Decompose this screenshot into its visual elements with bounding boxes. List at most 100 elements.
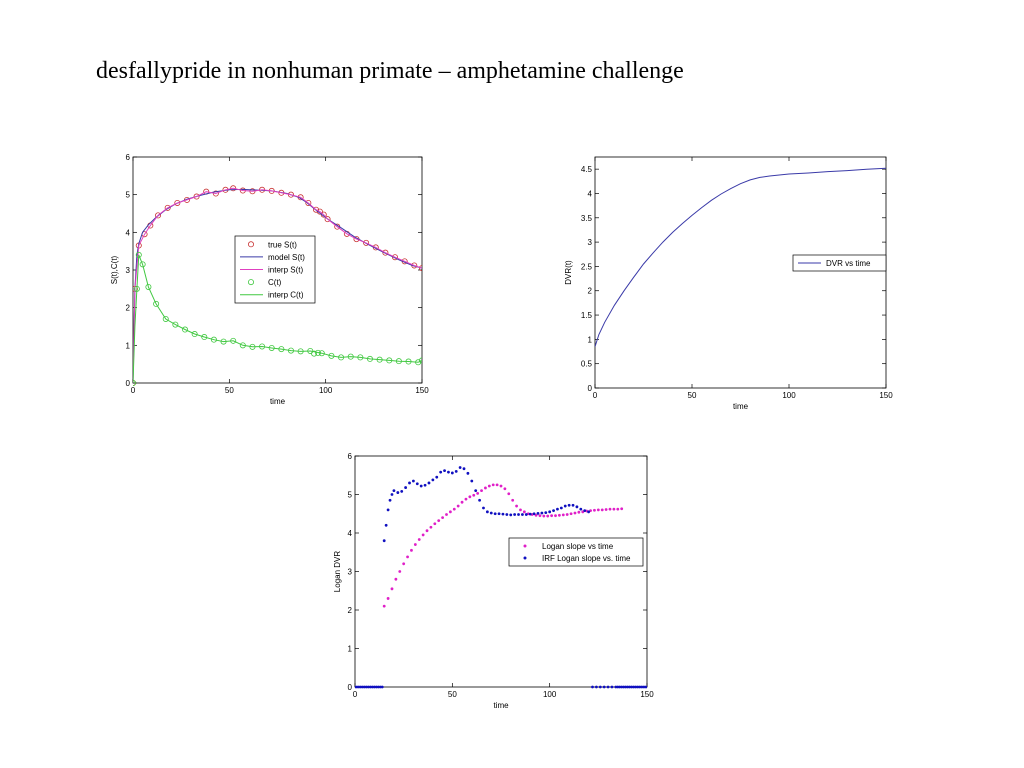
data-point: [390, 587, 394, 591]
data-point: [447, 470, 450, 474]
series-line: [595, 167, 886, 347]
data-point: [363, 239, 370, 246]
data-point: [191, 331, 198, 338]
data-point: [359, 685, 363, 689]
legend-label: Logan slope vs time: [542, 542, 614, 551]
x-tick-label: 50: [448, 690, 457, 699]
legend-swatch: [247, 279, 254, 286]
data-point: [380, 685, 384, 689]
x-tick-label: 150: [879, 391, 893, 400]
data-point: [392, 489, 396, 493]
data-point: [408, 481, 411, 485]
data-point: [593, 508, 596, 512]
y-tick-label: 6: [348, 452, 353, 461]
x-tick-label: 0: [353, 690, 358, 699]
data-point: [464, 497, 468, 501]
data-point: [367, 685, 371, 689]
data-point: [419, 265, 422, 272]
data-point: [398, 570, 402, 573]
data-point: [153, 300, 160, 307]
legend: true S(t) model S(t) interp S(t) C(t) interp…: [234, 235, 316, 304]
data-point: [435, 475, 439, 479]
data-point: [639, 685, 643, 689]
data-point: [363, 685, 367, 689]
data-point: [201, 334, 208, 341]
data-point: [419, 357, 422, 364]
x-tick-label: 100: [782, 391, 796, 400]
data-point: [474, 489, 478, 493]
plot-area: [595, 167, 886, 347]
y-tick-label: 1: [588, 335, 593, 344]
y-tick-label: 3: [126, 266, 131, 275]
data-point: [376, 685, 380, 689]
y-tick-label: 0.5: [581, 360, 593, 369]
data-point: [462, 467, 466, 471]
data-point: [491, 483, 495, 487]
data-point: [511, 498, 515, 502]
y-tick-label: 4: [126, 228, 131, 237]
data-point: [431, 478, 435, 482]
data-point: [579, 507, 583, 511]
data-point: [637, 685, 641, 689]
y-tick-label: 5: [126, 191, 131, 200]
y-tick-label: 4.5: [581, 165, 593, 174]
data-point: [230, 185, 237, 192]
data-point: [641, 685, 645, 689]
plot-frame: [594, 156, 887, 389]
data-point: [460, 500, 464, 504]
x-axis-label: time: [493, 701, 509, 710]
data-point: [375, 685, 378, 689]
data-point: [602, 685, 606, 689]
data-point: [546, 514, 550, 518]
data-point: [575, 505, 579, 509]
data-point: [429, 525, 433, 529]
x-tick-label: 150: [415, 386, 429, 395]
data-point: [561, 513, 565, 517]
data-point: [324, 216, 331, 223]
data-point: [618, 685, 622, 689]
data-point: [402, 562, 406, 566]
x-tick-label: 0: [131, 386, 136, 395]
data-point: [583, 509, 587, 513]
data-point: [445, 513, 448, 516]
data-point: [145, 283, 152, 290]
data-point: [631, 685, 635, 689]
data-point: [174, 199, 181, 206]
data-point: [305, 199, 312, 206]
data-point: [544, 511, 548, 514]
legend-label: true S(t): [268, 240, 297, 249]
data-point: [210, 336, 217, 343]
data-point: [456, 504, 460, 508]
y-tick-label: 0: [126, 379, 131, 388]
data-point: [450, 471, 454, 475]
data-point: [311, 350, 318, 357]
data-point: [571, 503, 575, 507]
series-logan-slope-vs-time: [382, 483, 624, 608]
y-tick-label: 2.5: [581, 262, 593, 271]
series-interp-c-t: [133, 254, 422, 384]
y-tick-label: 3: [588, 238, 593, 247]
data-point: [470, 479, 474, 483]
data-point: [400, 490, 404, 493]
x-axis-label: time: [270, 397, 286, 406]
legend-label: model S(t): [268, 253, 305, 262]
data-point: [493, 512, 497, 516]
data-point: [614, 685, 618, 689]
legend-label: IRF Logan slope vs. time: [542, 554, 631, 563]
data-point: [517, 513, 520, 516]
data-point: [596, 508, 600, 512]
data-point: [468, 495, 472, 499]
data-point: [484, 486, 487, 490]
data-point: [193, 193, 200, 200]
x-tick-label: 50: [688, 391, 697, 400]
data-point: [472, 493, 476, 497]
legend-label: interp S(t): [268, 266, 303, 275]
x-tick-label: 100: [319, 386, 333, 395]
data-point: [509, 513, 513, 517]
data-point: [534, 513, 538, 517]
data-point: [373, 685, 376, 689]
data-point: [608, 507, 612, 511]
y-tick-label: 5: [348, 491, 353, 500]
data-point: [410, 548, 413, 552]
legend: Logan slope vs time IRF Logan slope vs. t…: [508, 537, 644, 567]
